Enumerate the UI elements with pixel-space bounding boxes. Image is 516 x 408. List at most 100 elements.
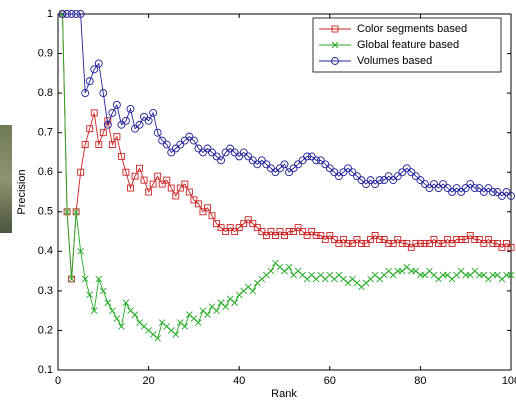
marker [416,176,425,185]
y-tick-label: 0.7 [38,127,53,139]
marker [276,228,284,236]
marker [63,10,72,18]
marker [298,156,307,165]
marker [357,176,366,185]
marker [425,184,434,192]
marker [376,236,384,243]
marker [484,184,493,192]
marker [185,132,194,141]
marker [109,307,116,314]
marker [294,224,302,232]
marker [99,129,107,137]
marker [135,120,144,129]
marker [407,243,415,251]
marker [358,239,365,247]
marker [213,307,220,314]
marker [221,148,230,157]
marker [249,220,257,228]
marker [479,188,488,196]
legend-label: Volumes based [357,55,432,67]
marker [466,180,475,189]
marker [398,168,407,177]
marker [194,200,202,208]
marker [448,239,456,247]
series-line [62,13,512,197]
marker [294,160,303,169]
marker [81,141,89,148]
marker [457,188,466,196]
marker [439,180,447,189]
marker [257,156,266,165]
marker [421,239,429,247]
marker [280,160,289,169]
marker [185,188,193,196]
legend-marker [331,25,339,33]
marker [77,248,84,255]
marker [489,239,497,247]
marker [172,331,180,338]
marker [266,164,275,173]
marker [203,144,212,153]
marker [466,232,474,239]
marker [253,224,261,232]
marker [475,236,483,243]
marker [154,335,161,342]
marker [167,148,176,157]
marker [213,220,221,228]
marker [339,236,347,243]
x-axis-label: Rank [271,388,297,400]
marker [403,239,411,247]
marker [493,239,501,247]
marker [393,172,402,181]
marker [181,323,189,330]
y-tick-label: 0.8 [38,87,53,99]
marker [353,236,361,243]
marker [208,148,216,157]
marker [171,144,180,153]
marker [307,152,316,161]
marker [380,176,389,185]
marker [461,184,470,192]
marker [480,239,488,247]
y-tick-label: 1 [47,8,53,20]
marker [158,136,167,145]
marker [85,77,94,86]
marker [471,236,479,243]
marker [86,291,94,299]
marker [362,239,370,247]
marker [126,104,135,113]
marker [149,180,157,188]
marker [231,299,238,307]
marker [195,319,202,326]
marker [190,196,198,204]
marker [103,120,112,129]
marker [76,10,85,18]
marker [317,232,325,239]
marker [435,239,442,247]
marker [434,184,443,192]
marker [199,148,207,157]
marker [162,140,171,149]
marker [217,224,225,232]
marker [180,136,189,145]
marker [226,224,234,232]
marker [90,65,99,74]
marker [384,172,393,181]
y-tick-label: 0.3 [38,285,53,297]
marker [117,152,125,160]
marker [502,188,511,196]
legend-marker [331,57,339,65]
marker [131,124,139,133]
marker [312,232,320,239]
marker [90,109,98,117]
legend: Color segments based Global feature based… [312,17,502,73]
marker [507,243,515,251]
x-tick-label: 20 [142,375,154,387]
marker [344,239,352,247]
marker [239,148,248,157]
marker [353,172,361,181]
marker [343,164,352,173]
marker [253,160,262,169]
marker [426,239,433,247]
